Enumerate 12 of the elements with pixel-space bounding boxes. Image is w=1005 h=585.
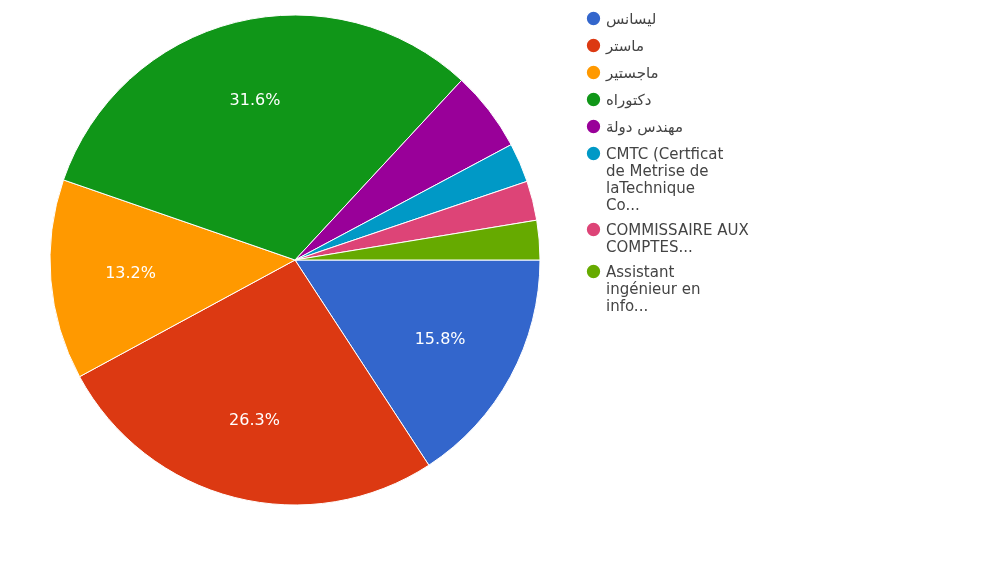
- data-label: 15.8%: [414, 328, 466, 348]
- legend-label: CMTC (Certficat de Metrise de laTechnique Co...: [606, 144, 724, 214]
- data-label: 31.6%: [229, 89, 281, 109]
- legend-label: ماجستير: [605, 63, 659, 82]
- legend-label: دكتوراه: [606, 90, 652, 109]
- data-label: 13.2%: [105, 263, 156, 283]
- legend-label: ماستر: [605, 36, 644, 55]
- legend-label: Assistant ingénieur en info...: [606, 262, 701, 315]
- legend-label: COMMISSAIRE AUX COMPTES...: [606, 220, 749, 256]
- data-label: 26.3%: [229, 409, 280, 429]
- legend-label: ليسانس: [606, 9, 657, 28]
- legend-label: مهندس دولة: [606, 117, 683, 136]
